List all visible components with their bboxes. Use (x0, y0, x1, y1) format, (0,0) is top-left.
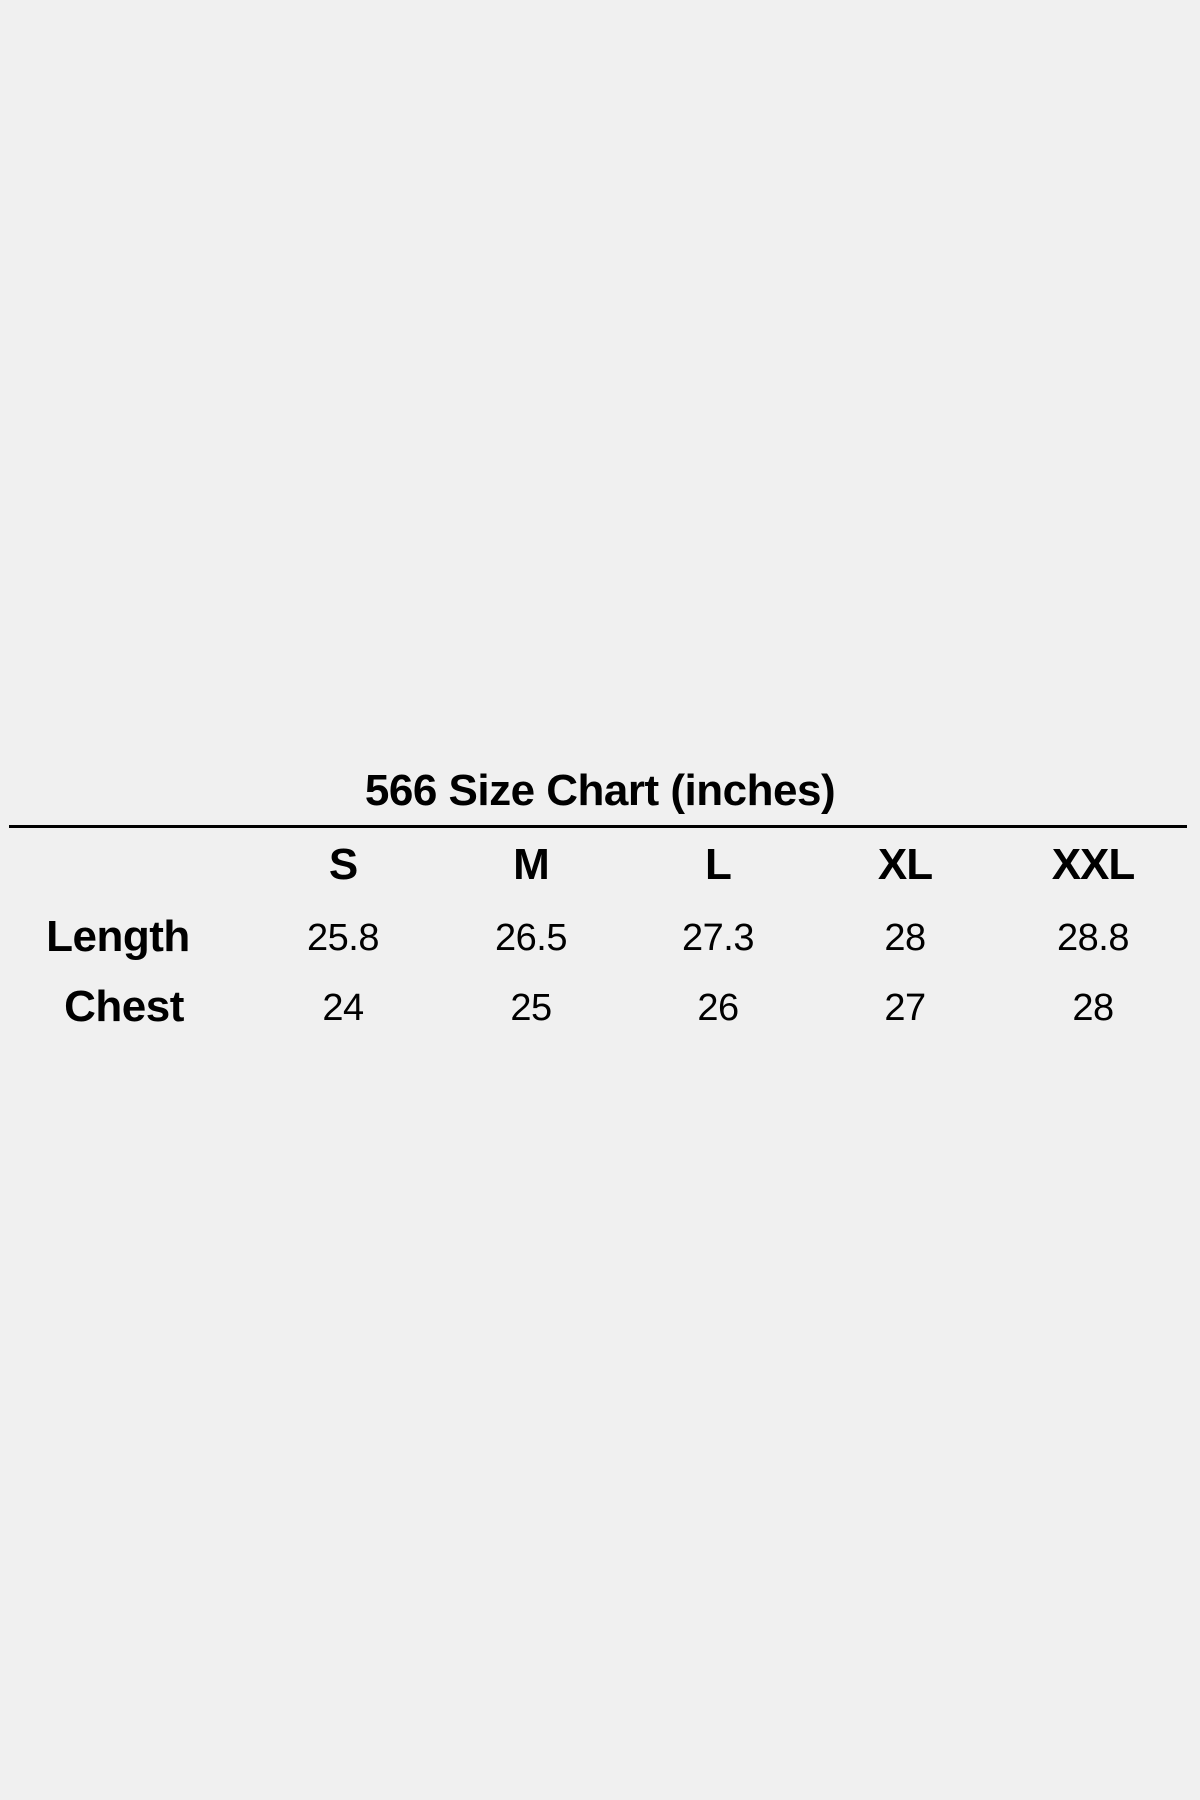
chest-xxl: 28 (1072, 987, 1114, 1029)
chest-m: 25 (510, 987, 552, 1029)
chest-xl: 27 (884, 987, 926, 1029)
row-label-chest: Chest (64, 982, 184, 1031)
length-s: 25.8 (307, 917, 379, 959)
length-xl: 28 (884, 917, 926, 959)
chest-s: 24 (322, 987, 364, 1029)
size-header-l: L (705, 840, 732, 889)
size-header-m: M (513, 840, 550, 889)
title-divider (9, 825, 1187, 828)
length-xxl: 28.8 (1057, 917, 1129, 959)
size-header-s: S (328, 840, 358, 889)
length-m: 26.5 (495, 917, 567, 959)
size-header-xxl: XXL (1051, 840, 1136, 889)
size-chart-title: 566 Size Chart (inches) (364, 766, 836, 815)
chest-l: 26 (697, 987, 739, 1029)
row-label-length: Length (46, 912, 190, 961)
length-l: 27.3 (682, 917, 754, 959)
size-header-xl: XL (877, 840, 933, 889)
